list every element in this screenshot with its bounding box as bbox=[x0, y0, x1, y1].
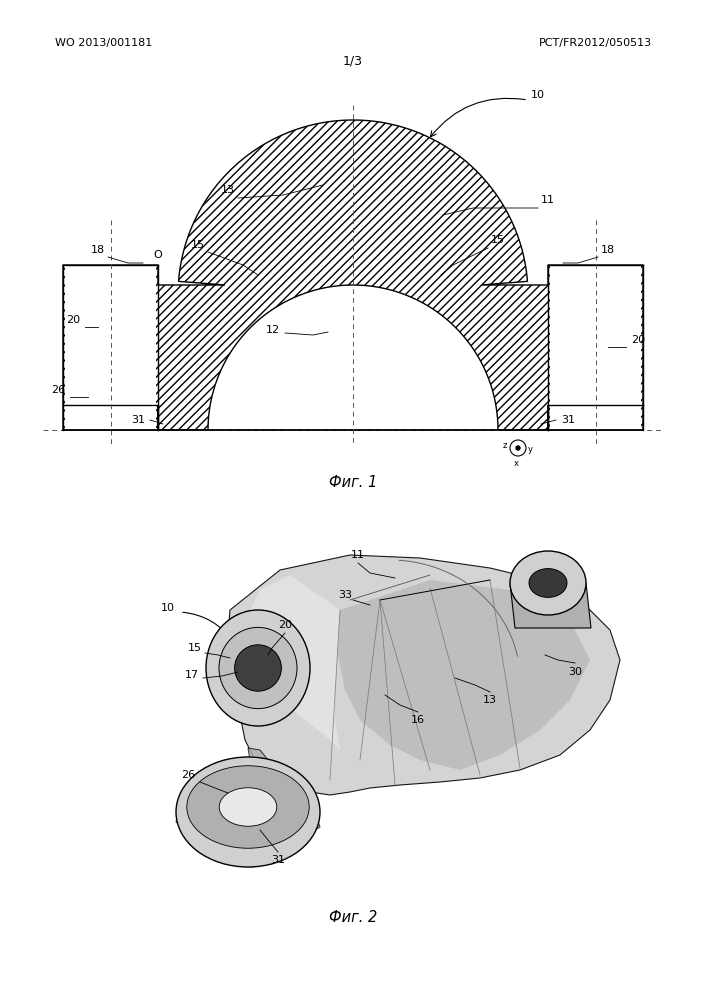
Text: Фиг. 2: Фиг. 2 bbox=[329, 910, 377, 925]
Ellipse shape bbox=[235, 645, 281, 691]
Polygon shape bbox=[338, 580, 590, 770]
Text: x: x bbox=[513, 459, 518, 468]
Text: 33: 33 bbox=[338, 590, 352, 600]
Text: Фиг. 1: Фиг. 1 bbox=[329, 475, 377, 490]
Polygon shape bbox=[176, 748, 320, 867]
Text: 31: 31 bbox=[271, 855, 285, 865]
Polygon shape bbox=[228, 555, 620, 795]
Text: 16: 16 bbox=[411, 715, 425, 725]
Text: 26: 26 bbox=[181, 770, 195, 780]
Polygon shape bbox=[550, 266, 641, 430]
Text: 1/3: 1/3 bbox=[343, 55, 363, 68]
Text: 10: 10 bbox=[161, 603, 175, 613]
Text: 13: 13 bbox=[483, 695, 497, 705]
Ellipse shape bbox=[529, 569, 567, 597]
Text: O: O bbox=[153, 250, 163, 260]
Text: 15: 15 bbox=[491, 235, 505, 245]
Text: 11: 11 bbox=[351, 550, 365, 560]
Ellipse shape bbox=[510, 551, 586, 615]
Text: 20: 20 bbox=[278, 620, 292, 630]
Text: 10: 10 bbox=[531, 90, 545, 100]
Text: 30: 30 bbox=[568, 667, 582, 677]
Text: 18: 18 bbox=[601, 245, 615, 255]
Text: 12: 12 bbox=[266, 325, 280, 335]
Text: PCT/FR2012/050513: PCT/FR2012/050513 bbox=[539, 38, 652, 48]
Text: z: z bbox=[503, 440, 507, 450]
Text: 20: 20 bbox=[631, 335, 645, 345]
Polygon shape bbox=[65, 266, 156, 430]
Text: 11: 11 bbox=[541, 195, 555, 205]
Polygon shape bbox=[510, 583, 591, 628]
Polygon shape bbox=[63, 120, 643, 430]
Text: y: y bbox=[528, 446, 533, 454]
Ellipse shape bbox=[206, 610, 310, 726]
Text: 26: 26 bbox=[51, 385, 65, 395]
Text: 18: 18 bbox=[91, 245, 105, 255]
Ellipse shape bbox=[219, 788, 277, 826]
Text: 15: 15 bbox=[191, 240, 205, 250]
Ellipse shape bbox=[176, 757, 320, 867]
Text: 13: 13 bbox=[221, 185, 235, 195]
Ellipse shape bbox=[187, 766, 309, 848]
Text: WO 2013/001181: WO 2013/001181 bbox=[55, 38, 152, 48]
Text: 31: 31 bbox=[561, 415, 575, 425]
Circle shape bbox=[516, 446, 520, 450]
Polygon shape bbox=[240, 575, 340, 750]
Text: 20: 20 bbox=[66, 315, 80, 325]
Text: 31: 31 bbox=[131, 415, 145, 425]
Text: 15: 15 bbox=[188, 643, 202, 653]
Text: 17: 17 bbox=[185, 670, 199, 680]
Ellipse shape bbox=[219, 627, 297, 709]
